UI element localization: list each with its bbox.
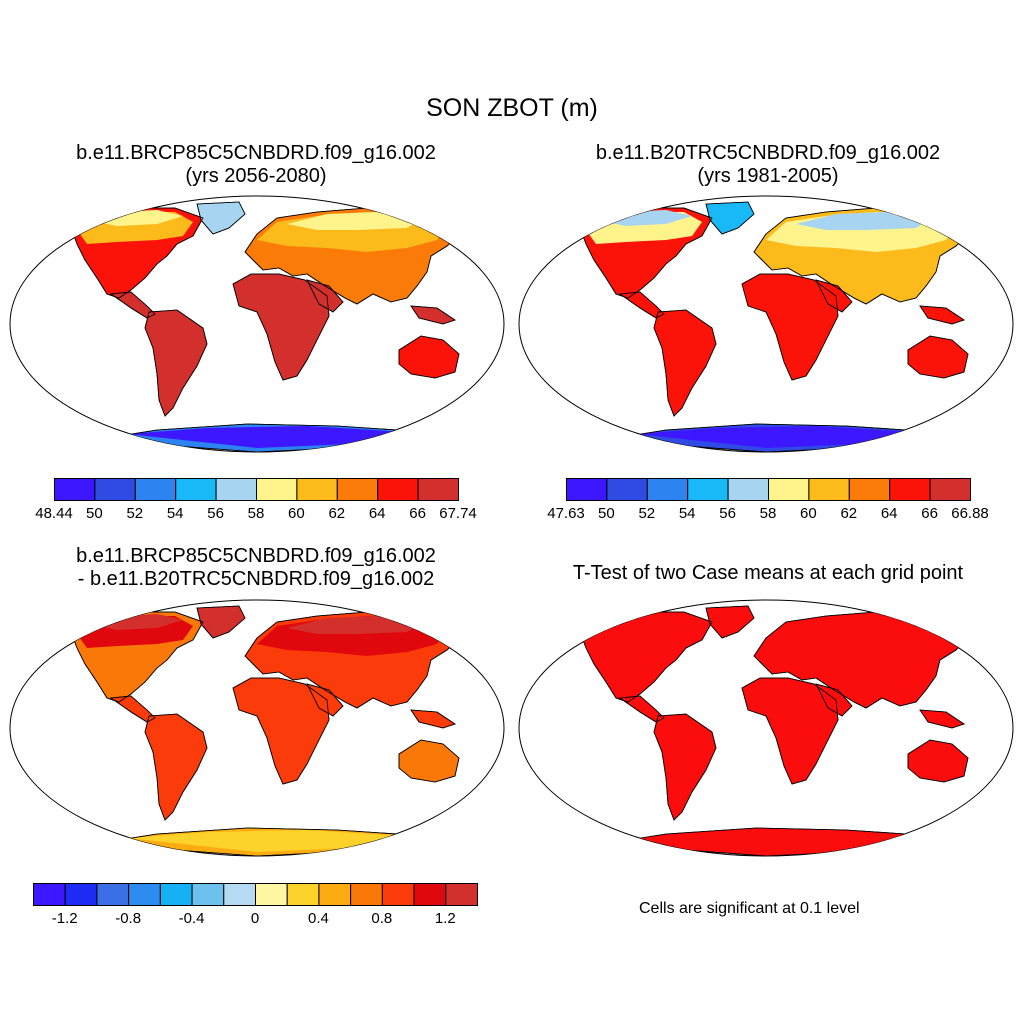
- colorbar-panel-3: [33, 883, 478, 906]
- colorbar-tick-label: 66: [921, 505, 938, 522]
- panel-2-title: b.e11.B20TRC5CNBDRD.f09_g16.002 (yrs 198…: [512, 142, 1024, 188]
- panel-2-title-line2: (yrs 1981-2005): [697, 165, 839, 187]
- colorbar-box: [381, 883, 415, 906]
- colorbar-box: [445, 883, 478, 906]
- colorbar-tick-label: 66: [409, 505, 426, 522]
- colorbar-box: [286, 883, 320, 906]
- colorbar-box: [128, 883, 161, 906]
- colorbar-tick-label: 50: [86, 505, 103, 522]
- colorbar-tick-label: 58: [759, 505, 777, 522]
- map-panel-1: [9, 195, 505, 453]
- colorbar-box: [33, 883, 66, 906]
- main-title: SON ZBOT (m): [426, 94, 598, 122]
- panel-1-title-line2: (yrs 2056-2080): [185, 165, 327, 187]
- map-panel-2: [518, 195, 1014, 453]
- colorbar-box: [64, 883, 98, 906]
- panel-1-title: b.e11.BRCP85C5CNBDRD.f09_g16.002 (yrs 20…: [0, 142, 512, 188]
- colorbar-tick-label: 56: [719, 505, 736, 522]
- colorbar-box: [848, 478, 891, 501]
- panel-2-title-line1: b.e11.B20TRC5CNBDRD.f09_g16.002: [595, 142, 941, 164]
- panel-1-title-line1: b.e11.BRCP85C5CNBDRD.f09_g16.002: [76, 142, 436, 164]
- colorbar-box: [929, 478, 972, 501]
- significance-note: Cells are significant at 0.1 level: [639, 900, 860, 917]
- colorbar-box: [94, 478, 136, 501]
- colorbar-box: [566, 478, 608, 501]
- colorbar-box: [377, 478, 419, 501]
- colorbar-tick-label: -0.8: [115, 910, 142, 927]
- colorbar-box: [606, 478, 648, 501]
- colorbar-tick-label: 60: [800, 505, 817, 522]
- colorbar-box: [54, 478, 96, 501]
- colorbar-box: [223, 883, 257, 906]
- colorbar-box: [296, 478, 338, 501]
- colorbar-tick-label: 0: [250, 910, 260, 927]
- colorbar-tick-label: 48.44: [35, 505, 73, 522]
- colorbar-tick-label: 62: [840, 505, 858, 522]
- colorbar-box: [687, 478, 729, 501]
- panel-4-title: T-Test of two Case means at each grid po…: [512, 562, 1024, 585]
- colorbar-box: [417, 478, 460, 501]
- colorbar-tick-label: 64: [880, 505, 898, 522]
- map-panel-4: [518, 599, 1014, 857]
- colorbar-panel-1: [54, 478, 460, 501]
- colorbar-box: [413, 883, 447, 906]
- colorbar-tick-label: 56: [207, 505, 224, 522]
- colorbar-tick-label: 0.4: [307, 910, 329, 927]
- colorbar-box: [191, 883, 225, 906]
- colorbar-box: [727, 478, 770, 501]
- colorbar-tick-label: 52: [126, 505, 144, 522]
- colorbar-box: [808, 478, 850, 501]
- colorbar-tick-label: 54: [678, 505, 696, 522]
- colorbar-tick-label: -1.2: [51, 910, 78, 927]
- colorbar-tick-label: 52: [638, 505, 656, 522]
- colorbar-tick-label: 50: [598, 505, 615, 522]
- colorbar-box: [318, 883, 352, 906]
- colorbar-tick-label: -0.4: [178, 910, 205, 927]
- colorbar-box: [350, 883, 383, 906]
- map-panel-3: [9, 599, 505, 857]
- colorbar-box: [256, 478, 298, 501]
- panel-4-title-line1: T-Test of two Case means at each grid po…: [572, 562, 964, 584]
- colorbar-tick-label: 54: [166, 505, 184, 522]
- colorbar-tick-label: 1.2: [434, 910, 456, 927]
- colorbar-box: [175, 478, 217, 501]
- colorbar-box: [134, 478, 177, 501]
- colorbar-tick-label: 47.63: [547, 505, 585, 522]
- colorbar-box: [215, 478, 258, 501]
- colorbar-box: [768, 478, 810, 501]
- colorbar-tick-label: 64: [368, 505, 386, 522]
- colorbar-tick-label: 58: [247, 505, 265, 522]
- colorbar-box: [336, 478, 379, 501]
- panel-3-title-line1: b.e11.BRCP85C5CNBDRD.f09_g16.002: [76, 545, 436, 567]
- colorbar-panel-2: [566, 478, 972, 501]
- colorbar-box: [255, 883, 288, 906]
- colorbar-box: [889, 478, 931, 501]
- panel-3-title: b.e11.BRCP85C5CNBDRD.f09_g16.002 - b.e11…: [0, 545, 512, 591]
- panel-3-title-line2: - b.e11.B20TRC5CNBDRD.f09_g16.002: [77, 568, 435, 590]
- colorbar-box: [96, 883, 130, 906]
- colorbar-tick-label: 60: [288, 505, 305, 522]
- colorbar-tick-label: 66.88: [951, 505, 989, 522]
- colorbar-box: [159, 883, 193, 906]
- colorbar-tick-label: 0.8: [371, 910, 393, 927]
- colorbar-tick-label: 67.74: [439, 505, 477, 522]
- colorbar-box: [646, 478, 689, 501]
- colorbar-tick-label: 62: [328, 505, 346, 522]
